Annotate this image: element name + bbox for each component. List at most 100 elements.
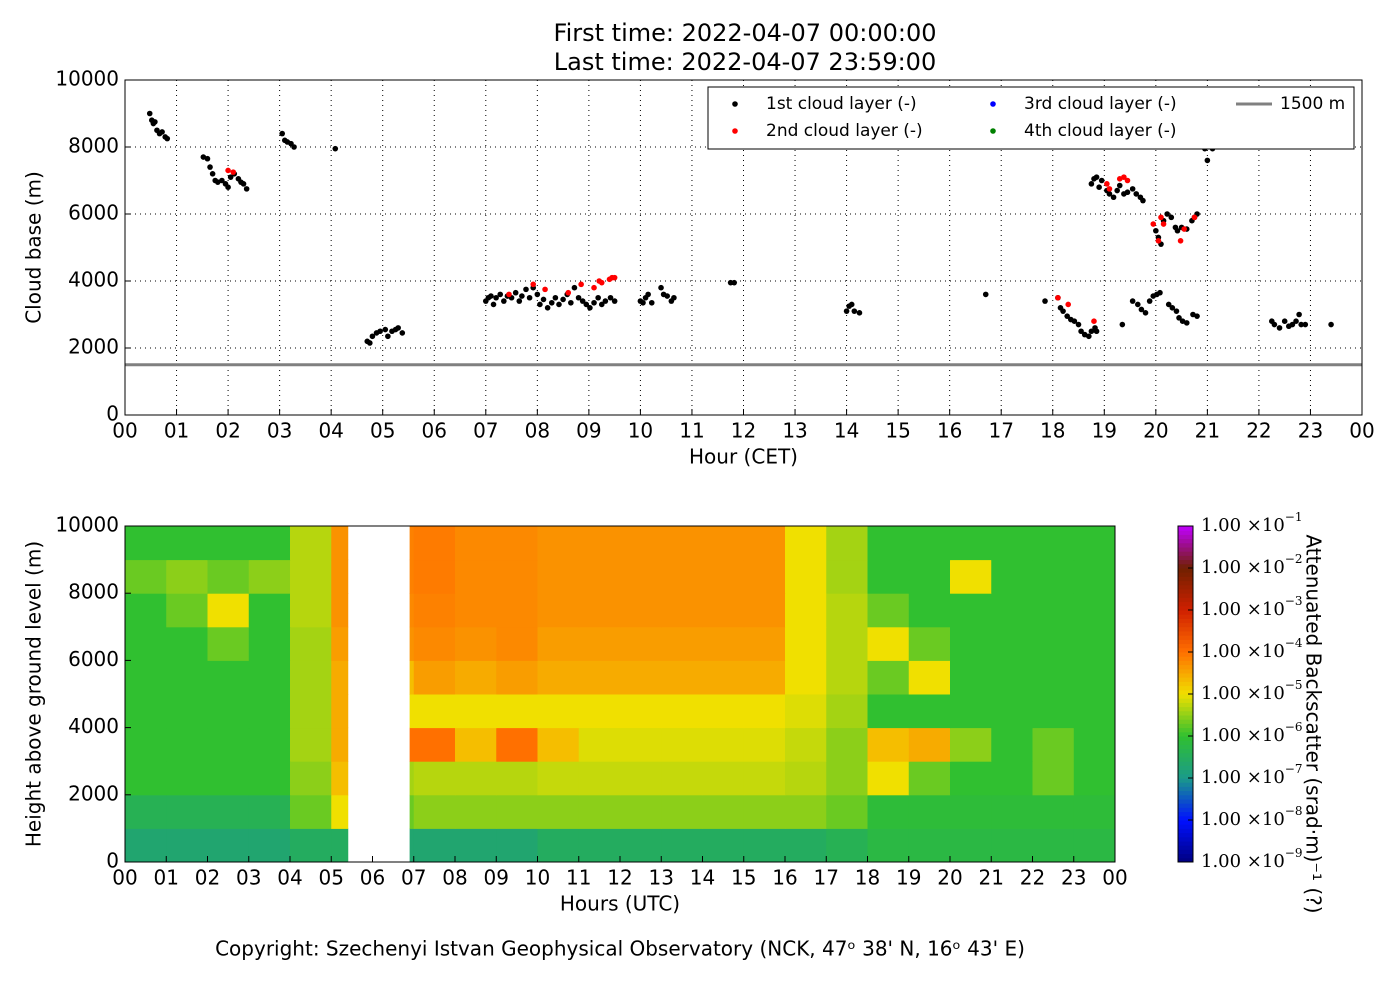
- colorbar-band: [1178, 719, 1193, 724]
- heat-cell: [413, 761, 456, 796]
- colorbar-tick-mantissa: 1.00 ×10: [1201, 809, 1285, 830]
- cloud-point: [207, 164, 213, 170]
- heat-cell: [331, 626, 349, 661]
- colorbar-tick-mantissa: 1.00 ×10: [1201, 851, 1285, 872]
- heat-cell: [496, 526, 538, 561]
- x-tick-label: 17: [814, 866, 839, 890]
- heat-cell: [537, 660, 580, 695]
- heat-cell: [578, 559, 621, 594]
- heat-cell: [867, 593, 910, 628]
- heat-cell: [826, 828, 868, 863]
- cloud-point: [164, 135, 171, 142]
- x-tick-label: 06: [422, 419, 447, 443]
- heat-cell: [620, 761, 662, 796]
- heat-cell: [1032, 626, 1075, 661]
- x-tick-label: 07: [473, 419, 498, 443]
- x-tick-label: 03: [236, 866, 261, 890]
- heat-cell: [661, 761, 703, 796]
- cloud-point: [1106, 191, 1113, 197]
- cloud-point: [583, 301, 590, 308]
- x-tick-label: 20: [1143, 419, 1168, 443]
- colorbar-band: [1178, 660, 1193, 666]
- plot-frame: [124, 79, 1363, 416]
- heat-cell: [496, 559, 538, 594]
- cloud-point: [516, 298, 523, 304]
- cloud-point: [1096, 184, 1102, 190]
- cloud-point: [1093, 174, 1100, 180]
- heat-cell: [743, 794, 786, 829]
- heat-cell: [991, 828, 1033, 863]
- colorbar-tick-exponent: −7: [1285, 762, 1303, 776]
- heat-cell: [743, 828, 786, 863]
- heat-cell: [785, 559, 827, 594]
- x-tick-label: 22: [1020, 866, 1045, 890]
- x-tick-label: 18: [1040, 419, 1065, 443]
- cloud-point: [1129, 298, 1136, 304]
- heat-cell: [248, 593, 291, 628]
- heat-cell: [248, 626, 291, 661]
- colorbar-tick-label: 1.00 ×10−1: [1201, 510, 1303, 537]
- heat-cell: [409, 660, 415, 695]
- heat-cell: [867, 626, 910, 661]
- colorbar-band: [1178, 526, 1193, 531]
- cloud-point: [731, 279, 738, 286]
- cloud-point: [1124, 189, 1131, 196]
- cloud-point: [159, 129, 165, 135]
- cloud-point: [1165, 301, 1172, 308]
- colorbar-band: [1178, 576, 1193, 582]
- cloud-point: [1150, 221, 1157, 227]
- y-tick-label: 4000: [68, 714, 119, 738]
- colorbar-band: [1178, 832, 1193, 838]
- colorbar-band: [1178, 811, 1193, 817]
- heat-cell: [290, 694, 332, 729]
- colorbar-band: [1178, 639, 1193, 645]
- heat-cell: [455, 660, 497, 695]
- heat-cell: [908, 694, 951, 729]
- heat-cell: [207, 794, 250, 829]
- colorbar-band: [1178, 782, 1193, 787]
- x-tick-label: 18: [855, 866, 880, 890]
- cloud-point: [1177, 238, 1184, 244]
- cloud-point: [377, 328, 383, 335]
- heat-cell: [290, 794, 332, 829]
- legend-swatch: [732, 128, 738, 134]
- heat-cell: [908, 593, 951, 628]
- heat-cell: [578, 794, 621, 829]
- heat-cell: [125, 761, 167, 796]
- colorbar-band: [1178, 681, 1193, 687]
- heat-cell: [661, 660, 703, 695]
- x-tick-label: 04: [277, 866, 302, 890]
- heat-cell: [331, 828, 349, 863]
- cloud-point: [1138, 306, 1145, 313]
- heat-cell: [908, 828, 951, 863]
- heat-cell: [950, 660, 992, 695]
- heat-cell: [331, 526, 349, 561]
- heat-cell: [496, 593, 538, 628]
- cloud-point: [598, 279, 605, 286]
- heat-cell: [991, 727, 1033, 762]
- cloud-point: [1071, 318, 1078, 325]
- colorbar-band: [1178, 836, 1193, 842]
- heat-cell: [290, 526, 332, 561]
- colorbar-band: [1178, 685, 1193, 691]
- colorbar-band: [1178, 584, 1193, 590]
- heat-cell: [620, 727, 662, 762]
- y-tick-label: 0: [106, 402, 119, 426]
- heat-cell: [413, 694, 456, 729]
- heat-cell: [578, 626, 621, 661]
- heat-cell: [661, 559, 703, 594]
- heat-cell: [826, 559, 868, 594]
- colorbar-band: [1178, 647, 1193, 653]
- colorbar-band: [1178, 841, 1193, 846]
- heat-cell: [413, 559, 456, 594]
- heat-cell: [743, 559, 786, 594]
- heat-cell: [413, 828, 456, 863]
- x-tick-label: 00: [1102, 866, 1127, 890]
- heat-cell: [1073, 727, 1116, 762]
- heat-cell: [166, 828, 208, 863]
- heat-cell: [207, 694, 250, 729]
- y-tick-label: 2000: [68, 335, 119, 359]
- heat-cell: [1032, 794, 1075, 829]
- x-tick-label: 13: [782, 419, 807, 443]
- heat-cell: [496, 761, 538, 796]
